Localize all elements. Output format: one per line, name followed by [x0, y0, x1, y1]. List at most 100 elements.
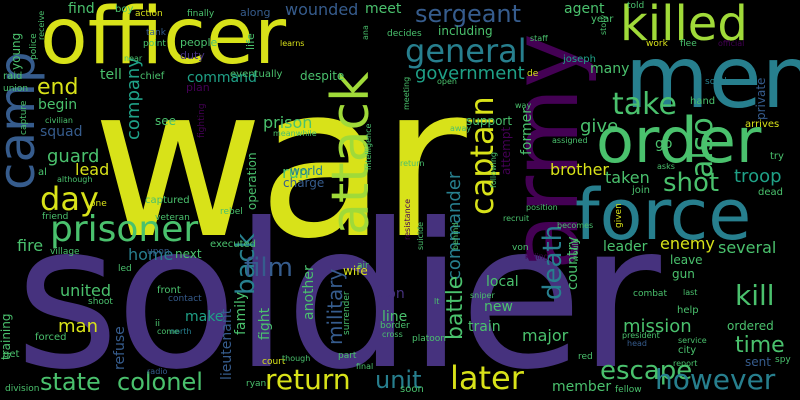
word-captured: captured [145, 195, 190, 206]
word-becomes: becomes [557, 221, 594, 230]
word-soldier: soldier [15, 181, 661, 400]
word-company: company [123, 57, 144, 140]
word-state: state [40, 368, 101, 396]
word-hand: hand [690, 96, 716, 107]
word-private: private [754, 77, 768, 120]
word-film: film [244, 253, 293, 283]
word-join: join [632, 185, 651, 196]
word-another: another [301, 265, 317, 320]
word-south: south [705, 77, 731, 87]
word-however: however [655, 363, 776, 396]
word-give: give [580, 116, 619, 137]
word-action: action [135, 9, 163, 19]
word-position: position [526, 203, 558, 212]
word-man: man [58, 316, 98, 337]
word-open: open [437, 77, 457, 86]
word-agent: agent [564, 1, 605, 17]
word-learns: learns [280, 39, 305, 48]
word-one: one [90, 199, 107, 209]
word-ii: ii [155, 319, 161, 329]
word-ordered: ordered [727, 319, 774, 333]
word-capture: capture [19, 100, 29, 135]
word-asks: asks [657, 162, 675, 171]
word-along: along [240, 6, 271, 19]
word-although: although [57, 175, 93, 184]
word-meet: meet [365, 1, 402, 17]
word-official: official [718, 39, 745, 48]
word-president: president [622, 331, 660, 340]
word-leave: leave [670, 253, 703, 267]
word-force: force [575, 174, 752, 256]
word-meeting: meeting [402, 76, 411, 110]
word-court: court [262, 357, 286, 367]
word-border: border [380, 321, 410, 331]
word-later: later [450, 359, 524, 397]
word-suicide: suicide [416, 221, 425, 250]
word-go: go [655, 136, 673, 152]
word-last: last [683, 288, 698, 297]
word-cross: cross [382, 330, 403, 339]
word-village: village [50, 247, 80, 257]
word-recruit: recruit [503, 214, 530, 223]
word-war: war [92, 40, 467, 285]
word-division: division [5, 384, 40, 394]
word-given: given [614, 203, 624, 228]
word-meanwhile: meanwhile [273, 129, 317, 138]
word-lt: lt [434, 297, 440, 306]
word-general: general [405, 32, 527, 70]
word-story: story [599, 14, 608, 35]
word-decides: decides [387, 29, 422, 39]
word-away: away [450, 124, 472, 133]
word-fire: fire [17, 236, 44, 255]
word-wounded: wounded [285, 0, 359, 19]
word-son: son [380, 286, 405, 302]
word-upon: upon [147, 247, 170, 257]
word-despite: despite [300, 69, 345, 83]
word-take: take [612, 87, 677, 122]
word-duty: duty [180, 49, 205, 62]
word-receive: receive [37, 10, 46, 40]
word-union: union [3, 84, 29, 94]
word-colonel: colonel [117, 368, 203, 396]
word-time: time [735, 333, 785, 358]
word-veteran: veteran [155, 213, 190, 223]
word-local: local [486, 274, 519, 290]
word-men: men [625, 28, 800, 128]
word-help: help [677, 305, 699, 316]
word-point: point [143, 39, 166, 49]
word-taken: taken [605, 168, 650, 187]
word-final: final [356, 362, 374, 371]
word-enemy: enemy [660, 234, 715, 253]
word-united: united [60, 281, 111, 300]
word-new: new [484, 299, 513, 315]
word-executed: executed [210, 239, 256, 250]
word-air: air [357, 261, 369, 271]
word-unit: unit [375, 366, 422, 394]
word-rebel: rebel [220, 207, 243, 217]
word-shoot: shoot [88, 297, 113, 307]
word-shot: shot [663, 168, 720, 198]
word-joseph: joseph [563, 54, 596, 65]
word-forced: forced [35, 332, 67, 343]
word-following: following [489, 152, 498, 188]
word-come: come [157, 327, 180, 336]
word-near: near [124, 54, 143, 63]
word-radio: radio [147, 367, 168, 376]
word-fellow: fellow [615, 385, 642, 395]
word-get: get [3, 349, 20, 360]
word-find: find [68, 1, 95, 17]
word-former: former [519, 107, 535, 155]
word-battle: battle [443, 275, 468, 340]
word-killed: killed [620, 0, 748, 52]
word-though: though [282, 354, 311, 363]
word-return-small: return [400, 159, 425, 168]
word-work: work [646, 39, 668, 49]
word-assigned: assigned [552, 136, 588, 145]
word-kill: kill [735, 279, 775, 312]
word-young: young [9, 32, 23, 70]
word-spy: spy [775, 355, 791, 365]
word-contact: contact [168, 294, 202, 304]
word-sniper: sniper [470, 291, 495, 300]
word-red: red [578, 352, 593, 362]
